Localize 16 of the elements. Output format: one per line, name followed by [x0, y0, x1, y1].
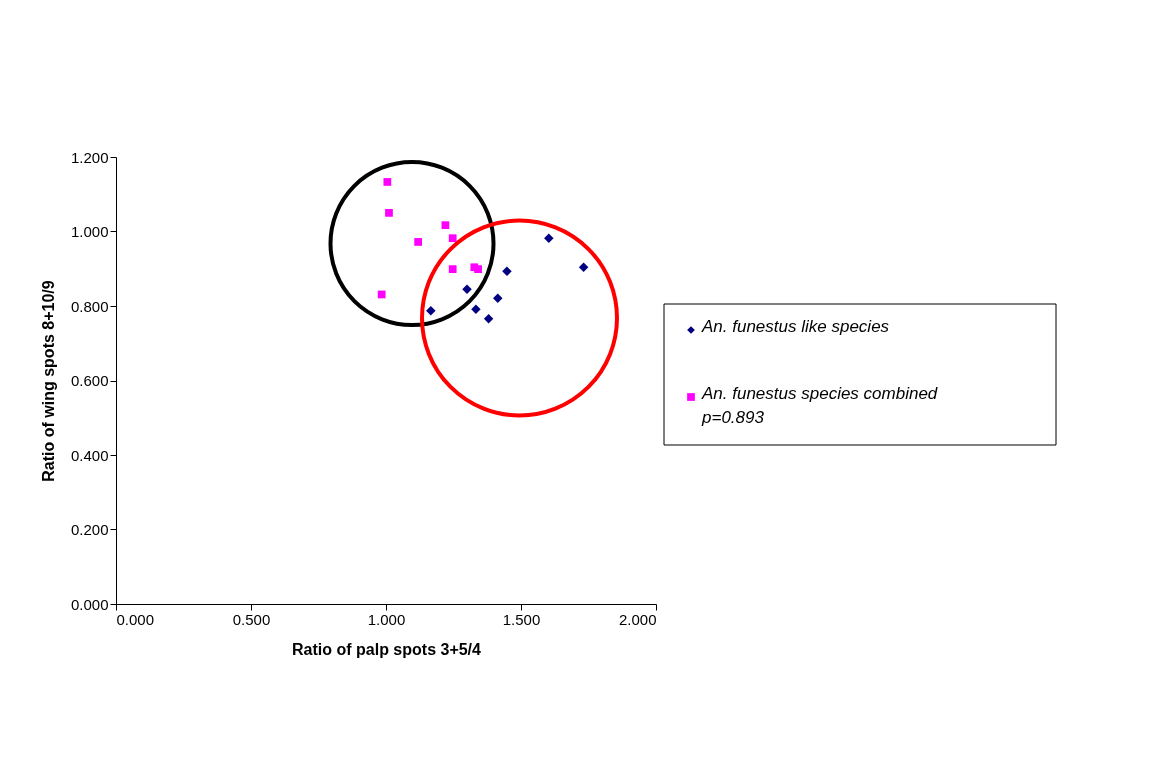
x-tick-label: 0.500 [232, 610, 271, 628]
legend-label: An. funestus species combined p=0.893 [701, 384, 938, 427]
legend-label: An. funestus like species [701, 317, 890, 336]
x-tick-label: 0.000 [116, 610, 155, 628]
y-tick-label: 0.200 [70, 521, 109, 538]
y-tick-label: 0.800 [70, 297, 109, 315]
y-tick-label: 1.000 [70, 223, 109, 240]
y-tick-label: 0.600 [70, 372, 109, 389]
y-tick-label: 0.400 [70, 446, 109, 464]
x-axis-title: Ratio of palp spots 3+5/4 [292, 640, 482, 658]
x-tick-label: 1.000 [367, 610, 406, 628]
x-tick-label: 2.000 [618, 610, 657, 628]
y-tick-label: 1.200 [70, 148, 109, 166]
y-tick-label: 0.000 [70, 595, 109, 613]
y-axis-title: Ratio of wing spots 8+10/9 [39, 280, 57, 482]
x-tick-label: 1.500 [502, 610, 541, 628]
